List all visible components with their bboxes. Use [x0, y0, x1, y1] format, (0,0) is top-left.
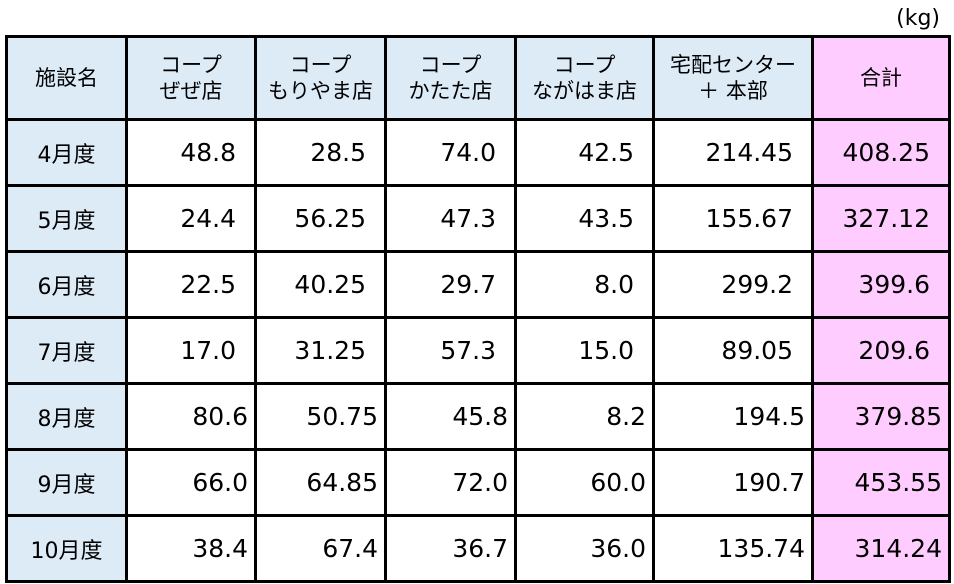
- month-cell: 4月度: [5, 118, 128, 187]
- value-cell: 67.4: [254, 514, 387, 583]
- value-cell: 36.0: [514, 514, 655, 583]
- value-cell: 24.4: [125, 184, 257, 253]
- total-cell: 314.24: [811, 514, 951, 583]
- month-cell: 10月度: [5, 514, 128, 583]
- total-cell: 327.12: [811, 184, 951, 253]
- value-cell: 38.4: [125, 514, 257, 583]
- month-cell: 5月度: [5, 184, 128, 253]
- value-cell: 8.2: [514, 382, 655, 451]
- header-facility: コープ かたた店: [384, 35, 517, 121]
- value-cell: 31.25: [254, 316, 387, 385]
- table-row: 8月度 80.6 50.75 45.8 8.2 194.5 379.85: [5, 382, 951, 451]
- value-cell: 80.6: [125, 382, 257, 451]
- header-row: 施設名 コープ ぜぜ店 コープ もりやま店 コープ かたた店 コープ ながはま店 宅配セン…: [5, 35, 951, 121]
- value-cell: 89.05: [652, 316, 814, 385]
- header-total: 合計: [811, 35, 951, 121]
- header-facility: コープ ながはま店: [514, 35, 655, 121]
- total-cell: 408.25: [811, 118, 951, 187]
- month-cell: 9月度: [5, 448, 128, 517]
- table-row: 4月度 48.8 28.5 74.0 42.5 214.45 408.25: [5, 118, 951, 187]
- value-cell: 72.0: [384, 448, 517, 517]
- table-row: 5月度 24.4 56.25 47.3 43.5 155.67 327.12: [5, 184, 951, 253]
- monthly-weight-table: 施設名 コープ ぜぜ店 コープ もりやま店 コープ かたた店 コープ ながはま店 宅配セン…: [5, 35, 951, 583]
- value-cell: 28.5: [254, 118, 387, 187]
- table-row: 7月度 17.0 31.25 57.3 15.0 89.05 209.6: [5, 316, 951, 385]
- value-cell: 60.0: [514, 448, 655, 517]
- value-cell: 42.5: [514, 118, 655, 187]
- value-cell: 8.0: [514, 250, 655, 319]
- value-cell: 135.74: [652, 514, 814, 583]
- unit-label: (kg): [896, 6, 940, 31]
- header-facility: 宅配センター ＋ 本部: [652, 35, 814, 121]
- value-cell: 194.5: [652, 382, 814, 451]
- value-cell: 47.3: [384, 184, 517, 253]
- table-row: 10月度 38.4 67.4 36.7 36.0 135.74 314.24: [5, 514, 951, 583]
- value-cell: 45.8: [384, 382, 517, 451]
- header-facility-name: 施設名: [5, 35, 128, 121]
- total-cell: 379.85: [811, 382, 951, 451]
- value-cell: 48.8: [125, 118, 257, 187]
- month-cell: 7月度: [5, 316, 128, 385]
- table-row: 9月度 66.0 64.85 72.0 60.0 190.7 453.55: [5, 448, 951, 517]
- total-cell: 399.6: [811, 250, 951, 319]
- value-cell: 155.67: [652, 184, 814, 253]
- value-cell: 66.0: [125, 448, 257, 517]
- value-cell: 64.85: [254, 448, 387, 517]
- value-cell: 43.5: [514, 184, 655, 253]
- value-cell: 15.0: [514, 316, 655, 385]
- value-cell: 74.0: [384, 118, 517, 187]
- total-cell: 453.55: [811, 448, 951, 517]
- header-facility: コープ ぜぜ店: [125, 35, 257, 121]
- value-cell: 40.25: [254, 250, 387, 319]
- value-cell: 214.45: [652, 118, 814, 187]
- value-cell: 29.7: [384, 250, 517, 319]
- value-cell: 299.2: [652, 250, 814, 319]
- value-cell: 50.75: [254, 382, 387, 451]
- value-cell: 57.3: [384, 316, 517, 385]
- total-cell: 209.6: [811, 316, 951, 385]
- value-cell: 36.7: [384, 514, 517, 583]
- month-cell: 8月度: [5, 382, 128, 451]
- header-facility: コープ もりやま店: [254, 35, 387, 121]
- value-cell: 190.7: [652, 448, 814, 517]
- value-cell: 17.0: [125, 316, 257, 385]
- value-cell: 56.25: [254, 184, 387, 253]
- value-cell: 22.5: [125, 250, 257, 319]
- table-row: 6月度 22.5 40.25 29.7 8.0 299.2 399.6: [5, 250, 951, 319]
- month-cell: 6月度: [5, 250, 128, 319]
